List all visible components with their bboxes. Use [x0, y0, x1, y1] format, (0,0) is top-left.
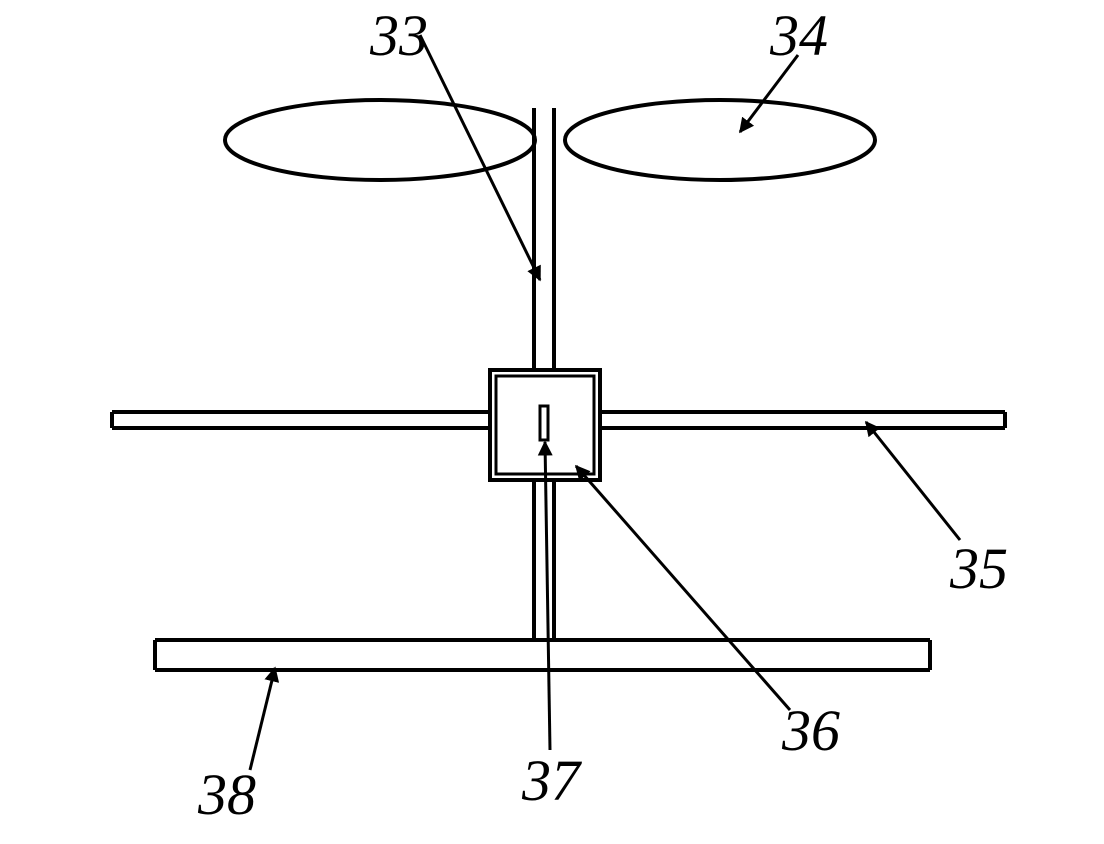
label-36: 36: [781, 698, 840, 763]
rotor-blade-left: [225, 100, 535, 180]
label-37: 37: [521, 748, 582, 813]
rotor-blade-right: [565, 100, 875, 180]
leader-37: [545, 442, 550, 750]
label-33: 33: [369, 3, 428, 68]
label-35: 35: [949, 536, 1008, 601]
leader-36: [576, 466, 790, 710]
label-38: 38: [197, 762, 256, 827]
leader-38: [250, 668, 275, 770]
label-34: 34: [769, 3, 828, 68]
leader-35: [866, 422, 960, 540]
